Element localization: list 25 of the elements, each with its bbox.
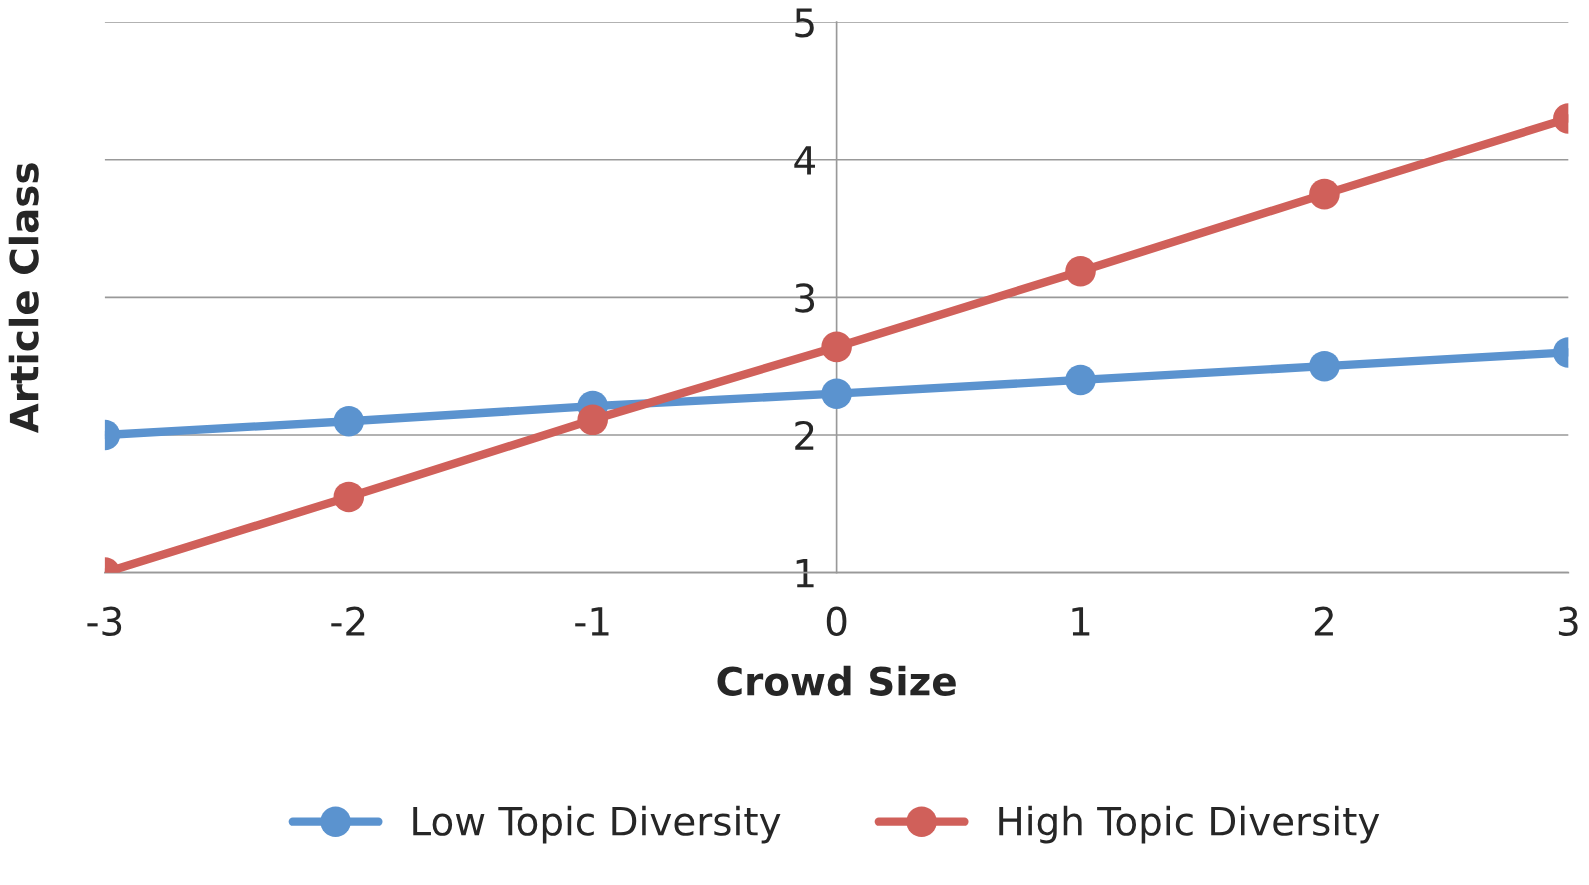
y-tick-label: 4 [794, 146, 815, 175]
point [1309, 350, 1340, 382]
x-tick-label: -1 [575, 607, 609, 636]
x-tick-label: 1 [1072, 607, 1090, 636]
x-tick-label: 2 [1314, 606, 1333, 636]
point [1065, 255, 1096, 287]
x-axis-title: Crowd Size [717, 665, 956, 696]
y-tick-label: 2 [795, 420, 814, 450]
y-axis-title: Article Class [8, 163, 39, 434]
y-tick-label: 1 [796, 559, 814, 588]
point [1309, 178, 1340, 210]
x-tick-label: 3 [1558, 606, 1578, 637]
y-tick-label: 5 [795, 8, 814, 38]
y-tick-label: 3 [795, 283, 815, 313]
point [821, 331, 852, 363]
x-tick-label: 0 [826, 606, 847, 637]
legend-label: Low Topic Diversity [413, 805, 781, 844]
point [577, 404, 608, 436]
point [333, 481, 365, 513]
point [1065, 364, 1096, 396]
point [333, 405, 365, 437]
x-tick-label: -2 [331, 606, 365, 636]
x-tick-label: -3 [87, 606, 122, 637]
legend-label: High Topic Diversity [999, 805, 1380, 844]
point [821, 378, 852, 409]
